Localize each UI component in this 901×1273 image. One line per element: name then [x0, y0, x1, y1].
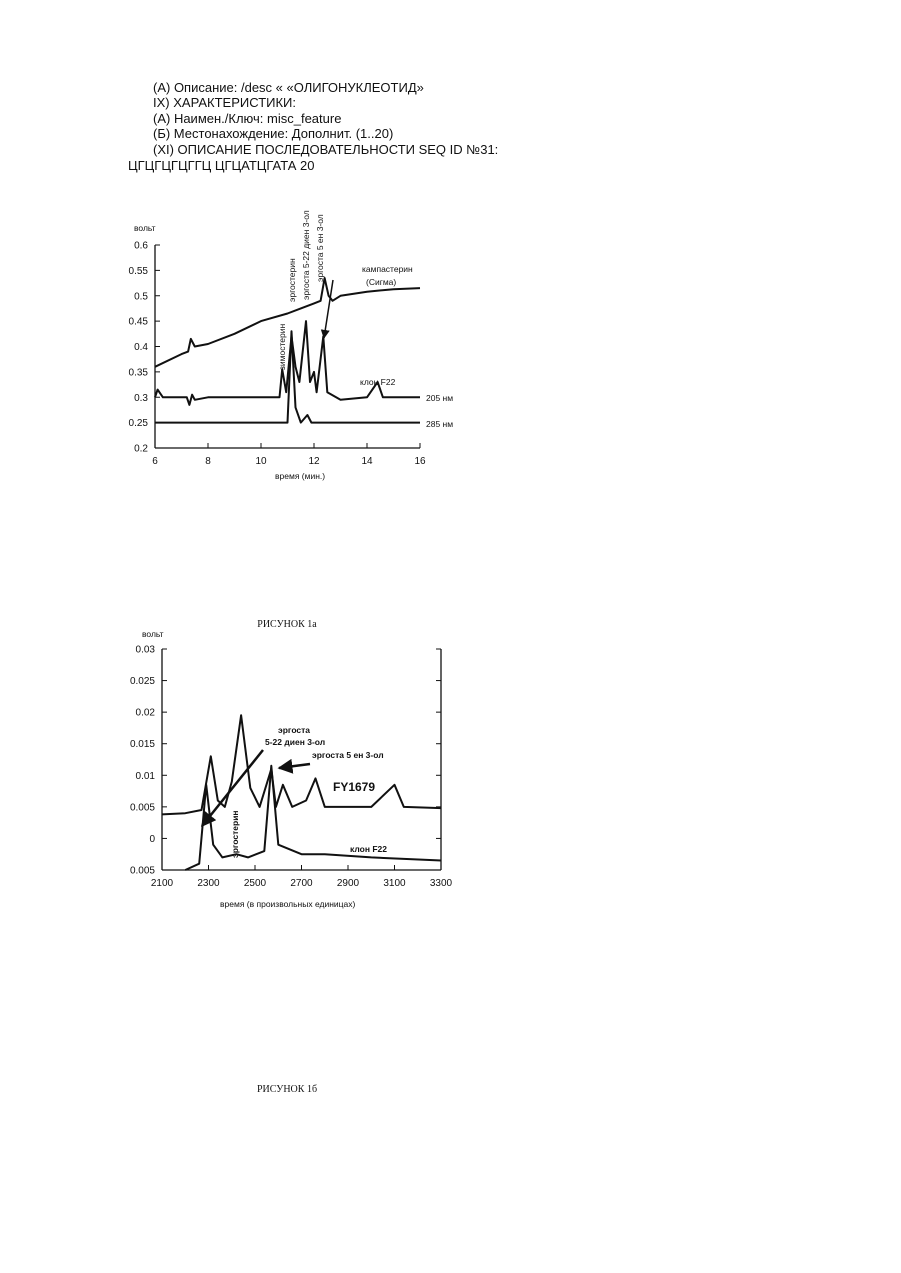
- y-tick-label: 0.015: [130, 739, 155, 750]
- x-axis-label: время (в произвольных единицах): [220, 899, 355, 909]
- y-tick-label: 0.25: [129, 418, 149, 429]
- y-tick-label: 0.35: [129, 367, 149, 378]
- text-line: (Б) Местонахождение: Дополнит. (1..20): [153, 126, 393, 141]
- x-tick-label: 12: [308, 456, 320, 467]
- y-tick-label: 0.2: [134, 444, 148, 455]
- annotation: клон F22: [350, 844, 387, 854]
- x-tick-label: 2300: [197, 878, 220, 889]
- x-tick-label: 2900: [337, 878, 360, 889]
- annotation: кампастерин: [362, 264, 413, 274]
- x-tick-label: 2700: [290, 878, 313, 889]
- annotation: эргоста: [278, 725, 310, 735]
- y-tick-label: 0.4: [134, 342, 148, 353]
- annotation: 5-22 диен 3-ол: [265, 737, 325, 747]
- page: (A) Описание: /desc « «ОЛИГОНУКЛЕОТИД»IX…: [0, 0, 901, 1273]
- x-tick-label: 16: [414, 456, 426, 467]
- x-tick-label: 14: [361, 456, 373, 467]
- annotation: эргостерин: [230, 810, 240, 858]
- y-tick-label: 0.03: [136, 645, 156, 656]
- y-tick-label: 0.01: [136, 771, 156, 782]
- y-tick-label: 0.55: [129, 266, 149, 277]
- x-tick-label: 6: [152, 456, 158, 467]
- y-tick-label: 0.025: [130, 676, 155, 687]
- y-tick-label: 0: [149, 834, 155, 845]
- y-tick-label: 0.02: [136, 708, 156, 719]
- annotation: (Сигма): [366, 277, 396, 287]
- text-line: IX) ХАРАКТЕРИСТИКИ:: [153, 95, 296, 110]
- x-axis-label: время (мин.): [275, 471, 325, 481]
- y-tick-label: 0.3: [134, 393, 148, 404]
- y-tick-label: 0.6: [134, 241, 148, 252]
- figure-caption: РИСУНОК 1а: [257, 619, 317, 630]
- annotation: 205 нм: [426, 393, 453, 403]
- arrow: [324, 280, 333, 338]
- y-tick-label: 0.5: [134, 291, 148, 302]
- y-axis-label: вольт: [142, 629, 164, 639]
- annotation: клон F22: [360, 377, 396, 387]
- x-tick-label: 10: [255, 456, 267, 467]
- annotation: эргоста 5-22 диен 3-ол: [301, 210, 311, 300]
- y-axis-label: вольт: [134, 223, 156, 233]
- x-tick-label: 3300: [430, 878, 453, 889]
- figure-caption: РИСУНОК 1б: [257, 1084, 317, 1095]
- x-tick-label: 2100: [151, 878, 174, 889]
- text-line: (XI) ОПИСАНИЕ ПОСЛЕДОВАТЕЛЬНОСТИ SEQ ID …: [153, 142, 498, 157]
- text-line: (A) Описание: /desc « «ОЛИГОНУКЛЕОТИД»: [153, 80, 424, 95]
- annotation: эргостерин: [287, 258, 297, 302]
- text-line: (A) Наимен./Ключ: misc_feature: [153, 111, 341, 126]
- annotation: эргоста 5 ен 3-ол: [312, 750, 384, 760]
- arrow: [279, 764, 310, 768]
- y-tick-label: 0.005: [130, 802, 155, 813]
- annotation: эргоста 5 ен 3-ол: [315, 214, 325, 282]
- annotation: 285 нм: [426, 419, 453, 429]
- annotation: зимостерин: [277, 324, 287, 370]
- y-tick-label: 0.45: [129, 317, 149, 328]
- line-series: [155, 321, 420, 405]
- annotation: FY1679: [333, 780, 375, 794]
- x-tick-label: 2500: [244, 878, 267, 889]
- x-tick-label: 8: [205, 456, 211, 467]
- text-line: ЦГЦГЦГЦГГЦ ЦГЦАТЦГАТА 20: [128, 158, 314, 173]
- y-tick-label: 0.005: [130, 866, 155, 877]
- x-tick-label: 3100: [383, 878, 406, 889]
